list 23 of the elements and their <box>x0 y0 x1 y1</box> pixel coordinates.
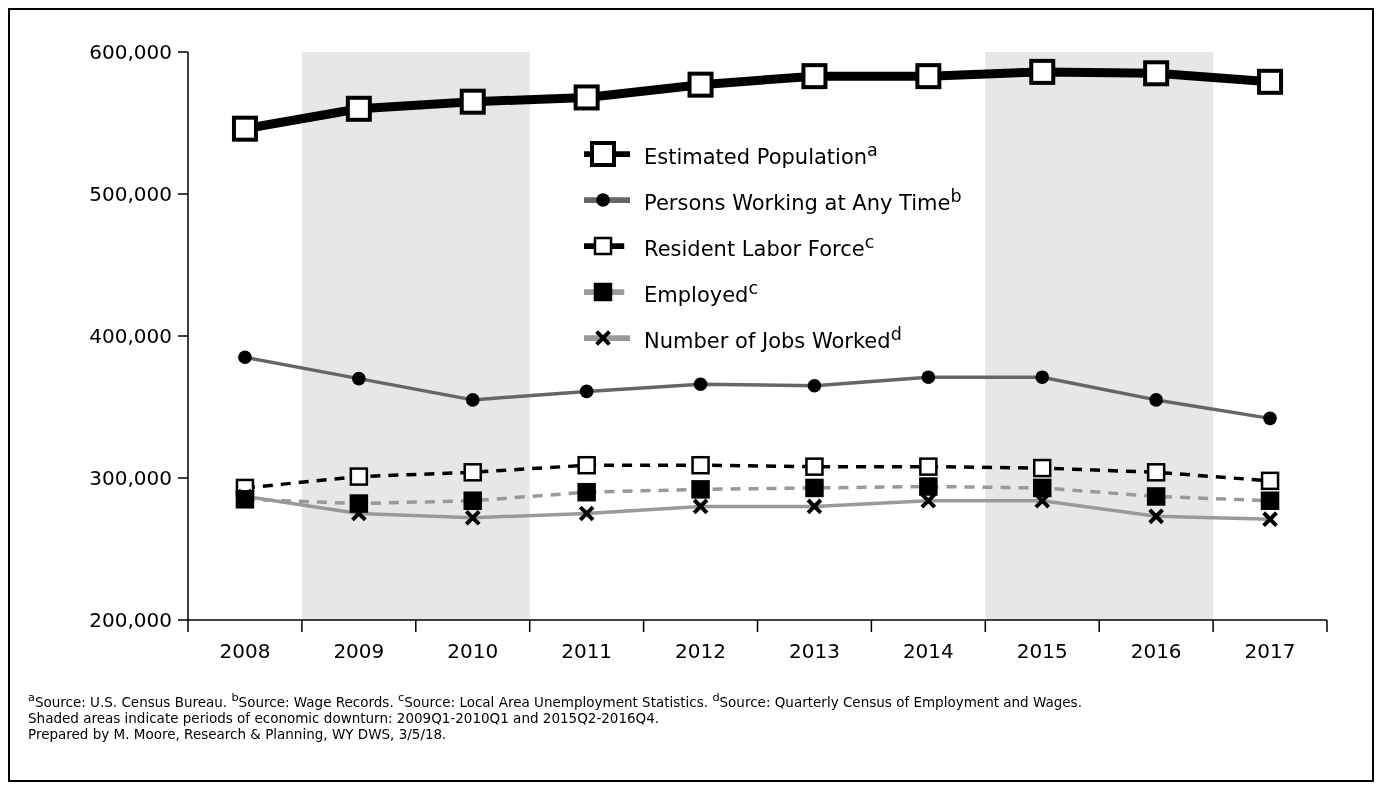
x-tick-label: 2008 <box>219 639 271 663</box>
legend-label: Employed$^{c}$ <box>644 277 759 307</box>
y-tick-label: 600,000 <box>89 40 172 65</box>
y-tick-label: 300,000 <box>89 466 172 491</box>
x-tick-label: 2010 <box>447 639 499 663</box>
x-tick-label: 2011 <box>561 639 613 663</box>
x-tick-label: 2014 <box>902 639 954 663</box>
x-tick-label: 2017 <box>1244 639 1296 663</box>
x-tick-label: 2012 <box>675 639 726 663</box>
x-tick-label: 2015 <box>1016 639 1068 663</box>
x-tick-label: 2013 <box>789 639 840 663</box>
y-tick-label: 500,000 <box>89 182 172 207</box>
x-tick-label: 2016 <box>1130 639 1182 663</box>
y-tick-label: 400,000 <box>89 324 172 349</box>
text: Shaded areas indicate periods of economic downturn: 2009Q1-2010Q1 and 2015Q2-2016Q4. <box>28 709 661 726</box>
x-tick-label: 2009 <box>333 639 385 663</box>
text: Prepared by M. Moore, Research & Planning, WY DWS, 3/5/18. <box>28 725 448 742</box>
legend-label: Number of Jobs Worked$^{d}$ <box>644 323 902 353</box>
text: $^{a}$Source: U.S. Census Bureau. $^{b}$Source: Wage Records. $^{c}$Source: Local Area Unemployment Statistics. $^{d}$Source: Quarterly Census of Employment and Wages. <box>28 690 1083 710</box>
legend-label: Persons Working at Any Time$^{b}$ <box>644 185 962 215</box>
y-tick-label: 200,000 <box>89 608 172 633</box>
legend-label: Resident Labor Force$^{c}$ <box>644 231 875 261</box>
legend-label: Estimated Population$^{a}$ <box>644 139 878 169</box>
